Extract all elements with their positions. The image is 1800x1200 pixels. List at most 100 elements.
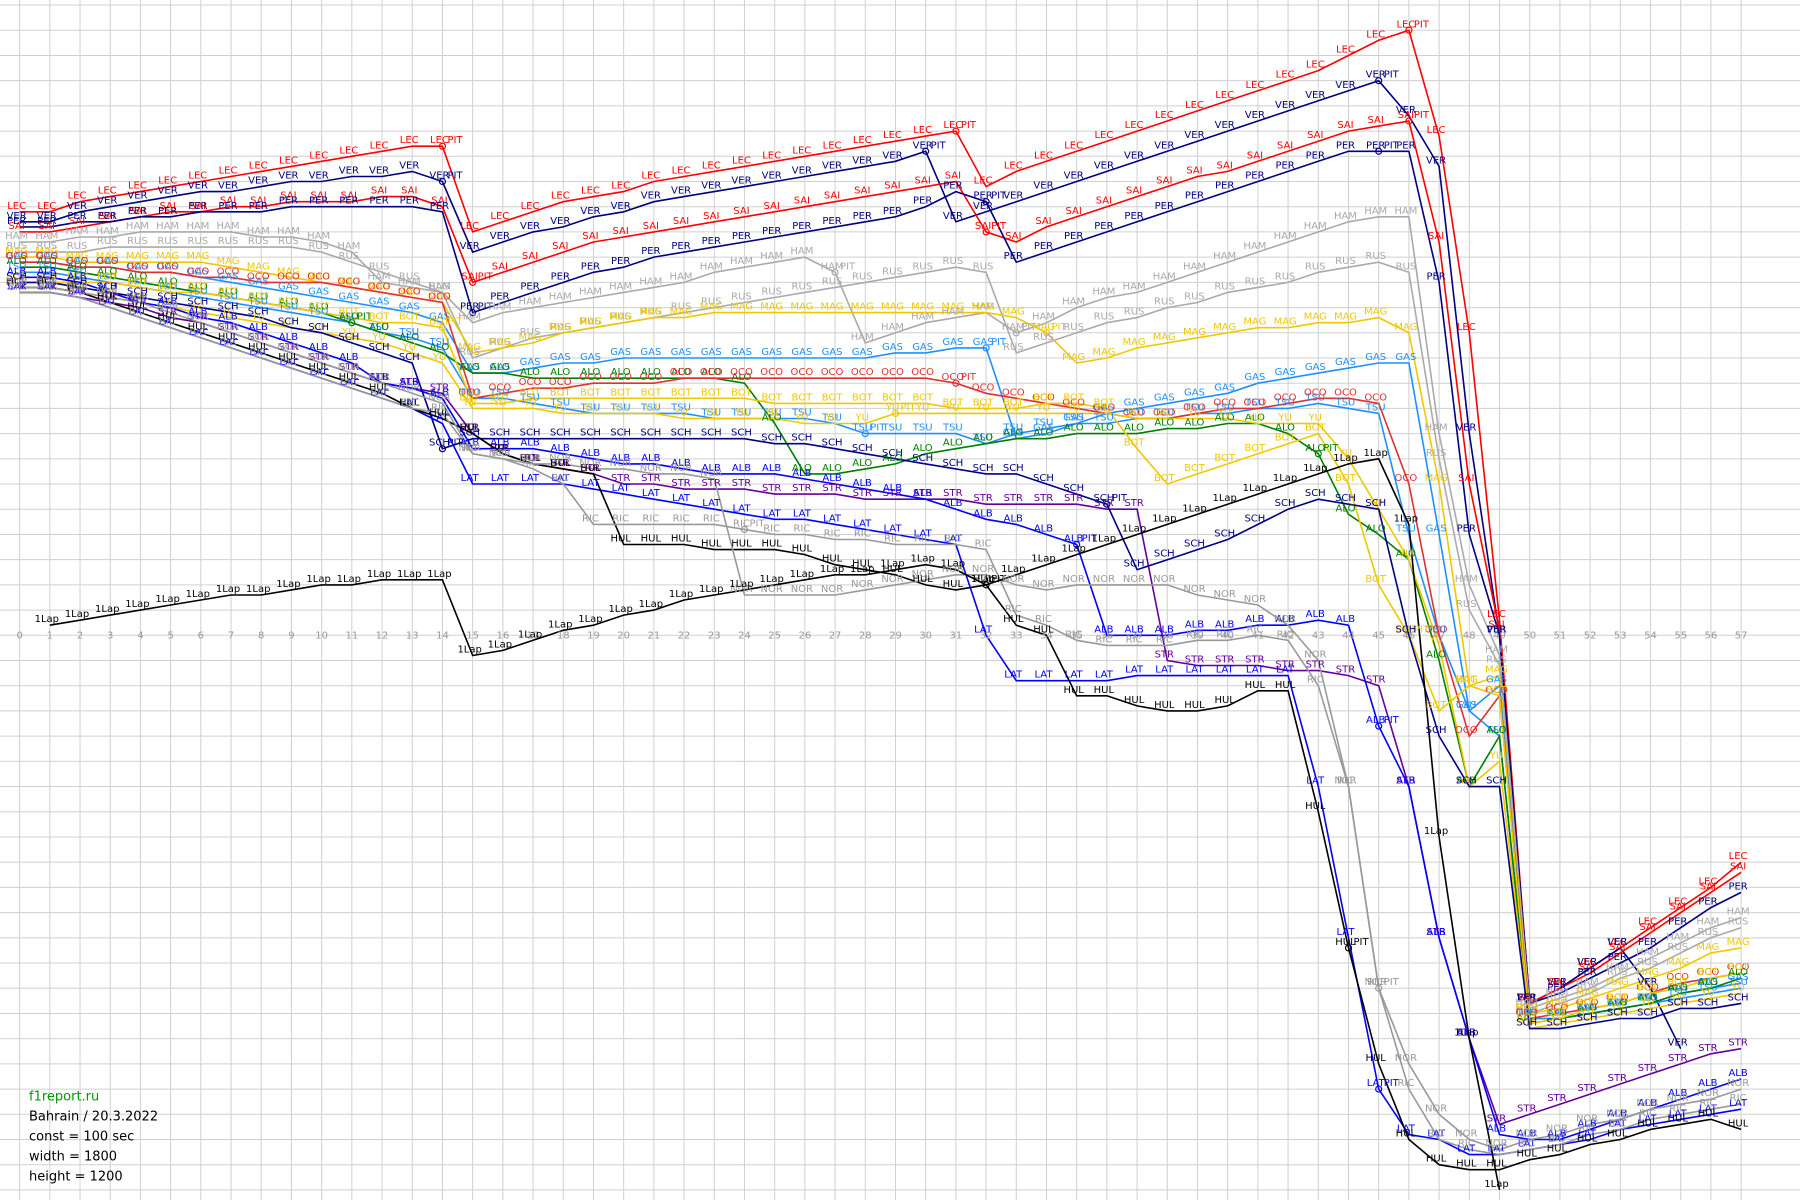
point-label: 1Lap (1122, 523, 1146, 534)
point-label: 1Lap (1484, 1179, 1508, 1190)
pit-marker (1344, 944, 1353, 952)
point-label: TSU (821, 413, 842, 424)
point-label: RIC (1669, 1103, 1686, 1114)
annotation: Bahrain / 20.3.2022 (29, 1110, 158, 1125)
point-label: YU (1036, 402, 1050, 413)
point-label: OCO (277, 271, 300, 282)
point-label: GAS (973, 337, 994, 348)
point-label: VER (792, 165, 812, 176)
point-label: SCH (973, 463, 994, 474)
point-label: RIC (612, 513, 629, 524)
pit-label: PIT (1353, 937, 1369, 948)
point-label: NOR (881, 574, 903, 585)
point-label: HAM (307, 231, 330, 242)
point-label: PER (1306, 150, 1325, 161)
point-label: HUL (399, 397, 420, 408)
point-label: VER (127, 191, 147, 202)
point-label: 1Lap (518, 629, 542, 640)
point-label: MAG (156, 251, 179, 262)
point-label: SCH (580, 428, 601, 439)
point-label: LEC (581, 186, 600, 197)
point-label: MAG (1304, 312, 1327, 323)
point-label: BOT (520, 387, 542, 398)
point-label: LAT (763, 508, 782, 519)
point-label: OCO (1485, 685, 1508, 696)
x-tick-label: 41 (1252, 630, 1265, 641)
point-label: LAT (612, 483, 631, 494)
point-label: NOR (1032, 579, 1054, 590)
point-label: HAM (730, 256, 753, 267)
point-label: ALB (1668, 1088, 1687, 1099)
point-label: ALO (429, 342, 449, 353)
point-label: MAG (1455, 675, 1478, 686)
point-label: LEC (1094, 130, 1113, 141)
point-label: HUL (278, 352, 299, 363)
point-label: NOR (1334, 776, 1356, 787)
point-label: LEC (1276, 70, 1295, 81)
point-label: VER (1275, 100, 1295, 111)
point-label: OCO (1274, 392, 1297, 403)
point-label: 1Lap (971, 574, 995, 585)
point-label: SAI (673, 216, 689, 227)
point-label: LEC (1729, 851, 1748, 862)
point-label: RUS (822, 276, 843, 287)
x-tick-label: 20 (617, 630, 630, 641)
point-label: NOR (156, 302, 178, 313)
point-label: RIC (1518, 1139, 1535, 1150)
point-label: SCH (1486, 776, 1507, 787)
point-label: OCO (398, 286, 421, 297)
point-label: TSU (610, 402, 631, 413)
point-label: VER (1335, 80, 1355, 91)
point-label: PER (520, 281, 539, 292)
point-label: YU (1308, 413, 1322, 424)
point-label: HAM (368, 271, 391, 282)
point-label: LAT (642, 488, 661, 499)
point-label: SCH (882, 448, 903, 459)
pit-label: PIT (931, 140, 947, 151)
point-label: TSU (1455, 700, 1476, 711)
point-label: PER (98, 211, 117, 222)
point-label: HAM (398, 276, 421, 287)
point-label: LEC (1578, 957, 1597, 968)
point-label: HAM (1576, 977, 1599, 988)
point-label: 1Lap (578, 614, 602, 625)
point-label: HUL (550, 458, 571, 469)
point-label: STR (158, 307, 177, 318)
point-label: ALO (1336, 503, 1356, 514)
point-label: PER (1215, 181, 1234, 192)
point-label: YU (281, 317, 295, 328)
point-label: LAT (793, 508, 812, 519)
point-label: NOR (1183, 584, 1205, 595)
point-label: MAG (579, 317, 602, 328)
point-label: BOT (671, 387, 693, 398)
point-label: YU (885, 402, 899, 413)
point-label: MAG (1183, 327, 1206, 338)
point-label: TSU (429, 337, 450, 348)
point-label: GAS (671, 347, 692, 358)
point-label: MAG (1606, 977, 1629, 988)
pit-marker (1375, 77, 1383, 85)
point-label: LAT (944, 534, 963, 545)
point-label: 1Lap (639, 599, 663, 610)
point-label: LEC (98, 186, 117, 197)
point-label: LAT (732, 503, 751, 514)
point-label: ALB (67, 271, 86, 282)
point-label: BOT (1607, 992, 1629, 1003)
point-label: NOR (519, 453, 541, 464)
point-label: NOR (791, 584, 813, 595)
point-label: RIC (1216, 629, 1233, 640)
point-label: RUS (37, 241, 58, 252)
point-label: SCH (1516, 1018, 1537, 1029)
point-label: SCH (1395, 624, 1416, 635)
annotation: const = 100 sec (29, 1130, 134, 1145)
point-label: MAG (1394, 322, 1417, 333)
point-label: STR (1245, 655, 1264, 666)
point-label: TSU (851, 423, 872, 434)
point-label: MAG (730, 302, 753, 313)
point-label: TSU (1033, 418, 1054, 429)
point-label: LEC (1155, 110, 1174, 121)
point-label: HUL (157, 312, 178, 323)
point-label: RIC (159, 317, 176, 328)
point-label: TSU (1123, 407, 1144, 418)
point-label: MAG (1696, 942, 1719, 953)
